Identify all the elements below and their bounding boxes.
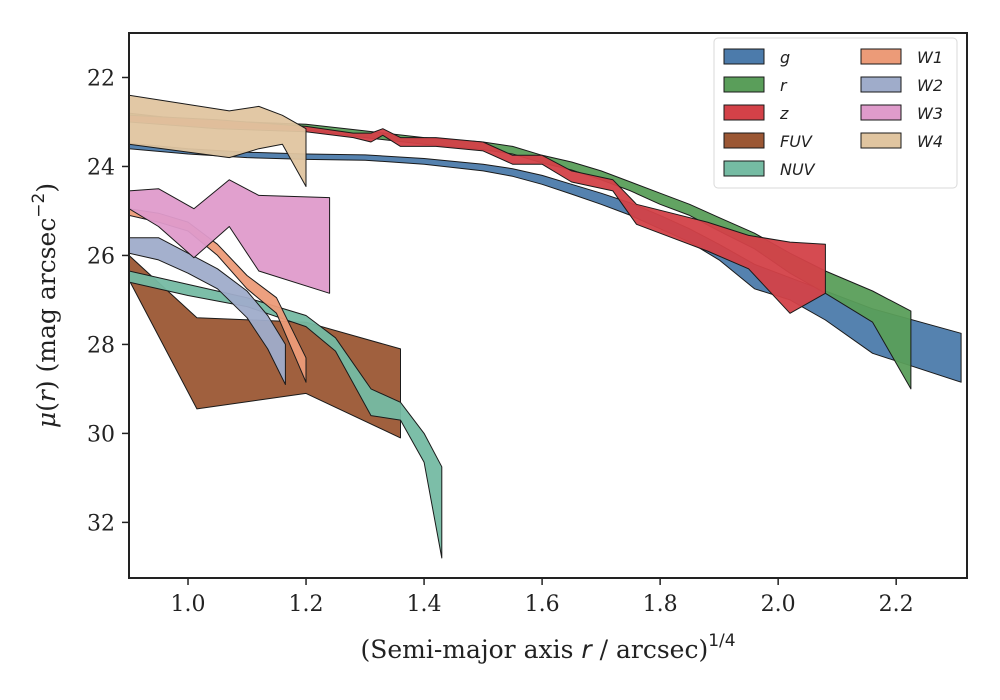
legend-label-nuv: NUV	[780, 160, 816, 179]
legend-swatch-w2	[860, 76, 902, 93]
legend-swatch-z	[723, 104, 765, 121]
series-band-fuv	[129, 254, 401, 439]
x-axis-label: (Semi-major axis r / arcsec)1/4	[360, 631, 735, 664]
legend-label-z: z	[779, 104, 789, 123]
legend-swatch-w3	[860, 104, 902, 121]
x-tick-label: 1.0	[171, 592, 206, 617]
series-band-z	[129, 114, 826, 314]
legend-swatch-w4	[860, 132, 902, 149]
legend-label-w3: W3	[917, 104, 943, 123]
x-tick-label: 1.6	[525, 592, 560, 617]
y-tick-label: 30	[87, 422, 115, 447]
legend-label-w2: W2	[917, 76, 943, 95]
series-band-w4	[129, 94, 307, 187]
y-tick-label: 22	[87, 66, 115, 91]
y-tick-label: 28	[87, 333, 115, 358]
plot-frame	[128, 32, 968, 579]
y-tick-label: 26	[87, 244, 115, 269]
y-axis-label: μ(r) (mag arcsec−2)	[29, 183, 61, 428]
legend-swatch-nuv	[723, 160, 765, 177]
x-tick-label: 1.4	[407, 592, 442, 617]
legend-swatch-w1	[860, 48, 902, 65]
x-tick-label: 1.2	[289, 592, 324, 617]
legend-swatch-g	[723, 48, 765, 65]
x-tick-label: 2.0	[761, 592, 796, 617]
legend-swatch-r	[723, 76, 765, 93]
legend-box	[713, 37, 958, 189]
ticks-layer: 1.0 1.2 1.4 1.6 1.8 2.0 2.2 22 24 26 28 30 32	[87, 66, 914, 617]
y-tick-label: 32	[87, 511, 115, 536]
series-band-w2	[129, 237, 286, 385]
legend-label-g: g	[780, 48, 790, 67]
legend-label-fuv: FUV	[780, 132, 813, 151]
series-band-g	[129, 142, 962, 383]
series-band-w3	[129, 179, 331, 294]
legend-label-w4: W4	[917, 132, 943, 151]
y-tick-label: 24	[87, 155, 115, 180]
x-tick-label: 1.8	[643, 592, 678, 617]
legend-swatch-fuv	[723, 132, 765, 149]
series-layer	[129, 94, 962, 559]
x-tick-label: 2.2	[879, 592, 914, 617]
legend-label-w1: W1	[917, 48, 943, 67]
legend: grz FUV NUV W1 W2 W3 W4	[713, 37, 958, 189]
legend-label-r: r	[780, 76, 788, 95]
